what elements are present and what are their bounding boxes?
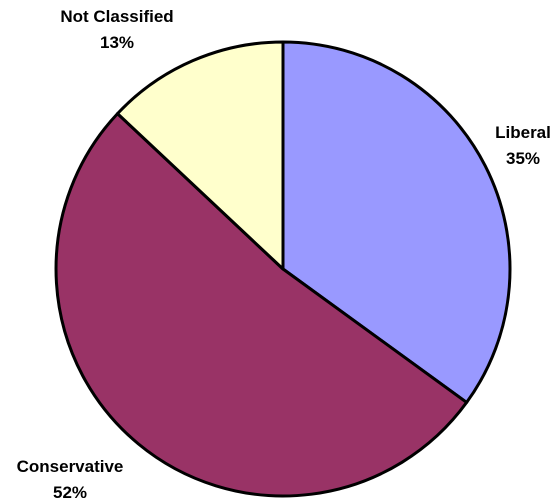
slice-label-liberal: Liberal 35% — [495, 123, 551, 168]
pie-slice-conservative — [54, 112, 469, 498]
slice-label-not-classified: Not Classified 13% — [60, 7, 173, 52]
pie-slice-not-classified — [116, 40, 285, 271]
pie-slice-liberal — [281, 40, 512, 404]
pie-slices — [54, 40, 512, 498]
slice-label-not-classified-name: Not Classified — [60, 7, 173, 26]
slice-label-conservative-value: 52% — [53, 483, 87, 502]
slice-label-conservative-name: Conservative — [17, 457, 124, 476]
slice-label-liberal-name: Liberal — [495, 123, 551, 142]
slice-label-liberal-value: 35% — [506, 149, 540, 168]
slice-label-conservative: Conservative 52% — [17, 457, 124, 502]
slice-label-not-classified-value: 13% — [100, 33, 134, 52]
